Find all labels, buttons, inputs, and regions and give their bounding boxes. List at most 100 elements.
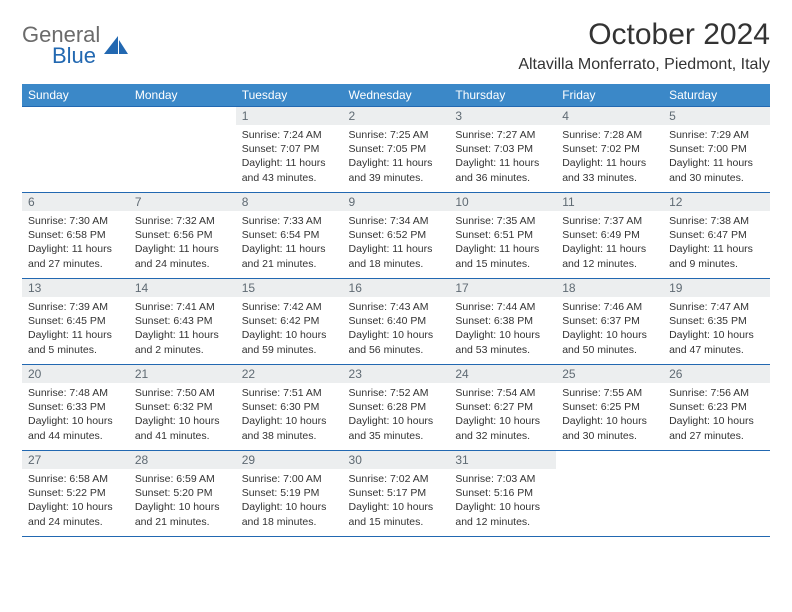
day-details: Sunrise: 7:47 AMSunset: 6:35 PMDaylight:… xyxy=(663,297,770,363)
calendar-table: SundayMondayTuesdayWednesdayThursdayFrid… xyxy=(22,84,770,537)
day-number: 6 xyxy=(22,193,129,211)
day-details: Sunrise: 7:56 AMSunset: 6:23 PMDaylight:… xyxy=(663,383,770,449)
day-details xyxy=(22,125,129,134)
day-details: Sunrise: 7:38 AMSunset: 6:47 PMDaylight:… xyxy=(663,211,770,277)
day-number: 11 xyxy=(556,193,663,211)
day-number xyxy=(556,451,663,469)
day-details: Sunrise: 7:33 AMSunset: 6:54 PMDaylight:… xyxy=(236,211,343,277)
calendar-day-cell: 13Sunrise: 7:39 AMSunset: 6:45 PMDayligh… xyxy=(22,279,129,365)
calendar-day-cell xyxy=(129,107,236,193)
calendar-week-row: 13Sunrise: 7:39 AMSunset: 6:45 PMDayligh… xyxy=(22,279,770,365)
day-number: 9 xyxy=(343,193,450,211)
day-number: 31 xyxy=(449,451,556,469)
weekday-header: Sunday xyxy=(22,84,129,107)
weekday-header: Saturday xyxy=(663,84,770,107)
day-number: 1 xyxy=(236,107,343,125)
calendar-day-cell: 26Sunrise: 7:56 AMSunset: 6:23 PMDayligh… xyxy=(663,365,770,451)
day-number: 25 xyxy=(556,365,663,383)
calendar-week-row: 20Sunrise: 7:48 AMSunset: 6:33 PMDayligh… xyxy=(22,365,770,451)
day-number: 7 xyxy=(129,193,236,211)
calendar-week-row: 1Sunrise: 7:24 AMSunset: 7:07 PMDaylight… xyxy=(22,107,770,193)
brand-part2: Blue xyxy=(52,45,100,67)
day-details: Sunrise: 7:00 AMSunset: 5:19 PMDaylight:… xyxy=(236,469,343,535)
day-details: Sunrise: 7:34 AMSunset: 6:52 PMDaylight:… xyxy=(343,211,450,277)
calendar-day-cell: 9Sunrise: 7:34 AMSunset: 6:52 PMDaylight… xyxy=(343,193,450,279)
day-number: 13 xyxy=(22,279,129,297)
day-number: 14 xyxy=(129,279,236,297)
calendar-day-cell: 10Sunrise: 7:35 AMSunset: 6:51 PMDayligh… xyxy=(449,193,556,279)
calendar-day-cell: 28Sunrise: 6:59 AMSunset: 5:20 PMDayligh… xyxy=(129,451,236,537)
day-number: 24 xyxy=(449,365,556,383)
calendar-body: 1Sunrise: 7:24 AMSunset: 7:07 PMDaylight… xyxy=(22,107,770,537)
day-number: 27 xyxy=(22,451,129,469)
day-details: Sunrise: 7:27 AMSunset: 7:03 PMDaylight:… xyxy=(449,125,556,191)
day-number: 15 xyxy=(236,279,343,297)
calendar-day-cell: 1Sunrise: 7:24 AMSunset: 7:07 PMDaylight… xyxy=(236,107,343,193)
day-details xyxy=(129,125,236,134)
calendar-day-cell xyxy=(556,451,663,537)
calendar-day-cell: 6Sunrise: 7:30 AMSunset: 6:58 PMDaylight… xyxy=(22,193,129,279)
calendar-day-cell: 16Sunrise: 7:43 AMSunset: 6:40 PMDayligh… xyxy=(343,279,450,365)
weekday-header: Wednesday xyxy=(343,84,450,107)
calendar-week-row: 27Sunrise: 6:58 AMSunset: 5:22 PMDayligh… xyxy=(22,451,770,537)
header: General Blue October 2024 Altavilla Monf… xyxy=(22,18,770,74)
day-number xyxy=(663,451,770,469)
day-details: Sunrise: 7:02 AMSunset: 5:17 PMDaylight:… xyxy=(343,469,450,535)
calendar-day-cell: 14Sunrise: 7:41 AMSunset: 6:43 PMDayligh… xyxy=(129,279,236,365)
day-details: Sunrise: 7:41 AMSunset: 6:43 PMDaylight:… xyxy=(129,297,236,363)
day-details: Sunrise: 7:39 AMSunset: 6:45 PMDaylight:… xyxy=(22,297,129,363)
day-number: 5 xyxy=(663,107,770,125)
location-label: Altavilla Monferrato, Piedmont, Italy xyxy=(518,56,770,74)
day-number: 12 xyxy=(663,193,770,211)
day-details: Sunrise: 7:46 AMSunset: 6:37 PMDaylight:… xyxy=(556,297,663,363)
calendar-day-cell: 31Sunrise: 7:03 AMSunset: 5:16 PMDayligh… xyxy=(449,451,556,537)
calendar-day-cell: 11Sunrise: 7:37 AMSunset: 6:49 PMDayligh… xyxy=(556,193,663,279)
day-details: Sunrise: 7:42 AMSunset: 6:42 PMDaylight:… xyxy=(236,297,343,363)
calendar-day-cell: 18Sunrise: 7:46 AMSunset: 6:37 PMDayligh… xyxy=(556,279,663,365)
day-details: Sunrise: 7:50 AMSunset: 6:32 PMDaylight:… xyxy=(129,383,236,449)
calendar-day-cell: 22Sunrise: 7:51 AMSunset: 6:30 PMDayligh… xyxy=(236,365,343,451)
calendar-day-cell: 12Sunrise: 7:38 AMSunset: 6:47 PMDayligh… xyxy=(663,193,770,279)
day-details: Sunrise: 7:44 AMSunset: 6:38 PMDaylight:… xyxy=(449,297,556,363)
day-number: 10 xyxy=(449,193,556,211)
day-number xyxy=(22,107,129,125)
weekday-header: Tuesday xyxy=(236,84,343,107)
day-details xyxy=(663,469,770,478)
calendar-day-cell: 15Sunrise: 7:42 AMSunset: 6:42 PMDayligh… xyxy=(236,279,343,365)
calendar-day-cell: 21Sunrise: 7:50 AMSunset: 6:32 PMDayligh… xyxy=(129,365,236,451)
calendar-day-cell: 3Sunrise: 7:27 AMSunset: 7:03 PMDaylight… xyxy=(449,107,556,193)
day-details: Sunrise: 7:29 AMSunset: 7:00 PMDaylight:… xyxy=(663,125,770,191)
calendar-day-cell: 24Sunrise: 7:54 AMSunset: 6:27 PMDayligh… xyxy=(449,365,556,451)
weekday-header: Friday xyxy=(556,84,663,107)
calendar-day-cell: 4Sunrise: 7:28 AMSunset: 7:02 PMDaylight… xyxy=(556,107,663,193)
day-number: 8 xyxy=(236,193,343,211)
calendar-day-cell: 7Sunrise: 7:32 AMSunset: 6:56 PMDaylight… xyxy=(129,193,236,279)
day-details: Sunrise: 7:03 AMSunset: 5:16 PMDaylight:… xyxy=(449,469,556,535)
day-number: 4 xyxy=(556,107,663,125)
day-details: Sunrise: 7:32 AMSunset: 6:56 PMDaylight:… xyxy=(129,211,236,277)
day-details: Sunrise: 7:48 AMSunset: 6:33 PMDaylight:… xyxy=(22,383,129,449)
day-details: Sunrise: 7:37 AMSunset: 6:49 PMDaylight:… xyxy=(556,211,663,277)
day-details: Sunrise: 7:30 AMSunset: 6:58 PMDaylight:… xyxy=(22,211,129,277)
calendar-day-cell xyxy=(22,107,129,193)
month-title: October 2024 xyxy=(518,18,770,52)
day-number: 22 xyxy=(236,365,343,383)
calendar-day-cell: 8Sunrise: 7:33 AMSunset: 6:54 PMDaylight… xyxy=(236,193,343,279)
day-number: 3 xyxy=(449,107,556,125)
day-number: 20 xyxy=(22,365,129,383)
day-number: 23 xyxy=(343,365,450,383)
day-details: Sunrise: 7:25 AMSunset: 7:05 PMDaylight:… xyxy=(343,125,450,191)
day-number: 19 xyxy=(663,279,770,297)
day-number: 29 xyxy=(236,451,343,469)
day-number: 17 xyxy=(449,279,556,297)
calendar-day-cell: 20Sunrise: 7:48 AMSunset: 6:33 PMDayligh… xyxy=(22,365,129,451)
day-number: 26 xyxy=(663,365,770,383)
calendar-day-cell: 5Sunrise: 7:29 AMSunset: 7:00 PMDaylight… xyxy=(663,107,770,193)
day-details: Sunrise: 7:43 AMSunset: 6:40 PMDaylight:… xyxy=(343,297,450,363)
day-number: 18 xyxy=(556,279,663,297)
calendar-day-cell: 23Sunrise: 7:52 AMSunset: 6:28 PMDayligh… xyxy=(343,365,450,451)
brand-logo: General Blue xyxy=(22,24,130,67)
calendar-day-cell: 19Sunrise: 7:47 AMSunset: 6:35 PMDayligh… xyxy=(663,279,770,365)
calendar-day-cell: 30Sunrise: 7:02 AMSunset: 5:17 PMDayligh… xyxy=(343,451,450,537)
day-number: 21 xyxy=(129,365,236,383)
